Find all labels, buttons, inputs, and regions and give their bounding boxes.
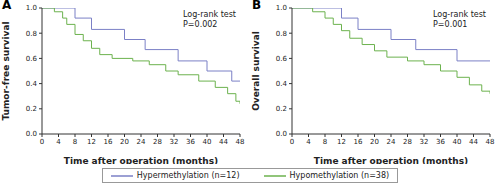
svg-text:0.0: 0.0 bbox=[26, 130, 37, 138]
svg-text:4: 4 bbox=[306, 138, 311, 146]
svg-text:0.8: 0.8 bbox=[26, 30, 37, 38]
svg-text:44: 44 bbox=[219, 138, 228, 146]
svg-text:40: 40 bbox=[453, 138, 462, 146]
svg-text:Tumor-free survival: Tumor-free survival bbox=[8, 21, 11, 120]
svg-text:36: 36 bbox=[186, 138, 195, 146]
svg-text:8: 8 bbox=[73, 138, 77, 146]
svg-text:48: 48 bbox=[486, 138, 492, 146]
svg-text:48: 48 bbox=[236, 138, 245, 146]
html-text:P=0.001: P=0.001 bbox=[433, 20, 468, 29]
svg-text:0: 0 bbox=[290, 138, 294, 146]
svg-text:0.4: 0.4 bbox=[276, 80, 288, 88]
svg-text:36: 36 bbox=[436, 138, 445, 146]
svg-text:24: 24 bbox=[137, 138, 146, 146]
svg-text:1.0: 1.0 bbox=[276, 4, 287, 12]
svg-text:0.0: 0.0 bbox=[276, 130, 287, 138]
svg-text:0.2: 0.2 bbox=[276, 105, 287, 113]
svg-text:16: 16 bbox=[354, 138, 363, 146]
html-text:Hypermethylation (n=12): Hypermethylation (n=12) bbox=[136, 171, 240, 180]
svg-text:40: 40 bbox=[203, 138, 212, 146]
svg-text:20: 20 bbox=[370, 138, 379, 146]
html-text:P=0.002: P=0.002 bbox=[183, 20, 218, 29]
svg-text:12: 12 bbox=[337, 138, 346, 146]
svg-text:28: 28 bbox=[403, 138, 412, 146]
svg-text:8: 8 bbox=[323, 138, 327, 146]
svg-text:28: 28 bbox=[153, 138, 162, 146]
html-text:Hypomethylation (n=38): Hypomethylation (n=38) bbox=[289, 171, 390, 180]
svg-text:32: 32 bbox=[170, 138, 179, 146]
svg-text:12: 12 bbox=[87, 138, 96, 146]
svg-text:0.6: 0.6 bbox=[276, 55, 288, 63]
svg-text:0.8: 0.8 bbox=[276, 30, 287, 38]
svg-text:0.2: 0.2 bbox=[26, 105, 37, 113]
svg-text:Time after operation (months): Time after operation (months) bbox=[64, 156, 218, 164]
svg-text:0: 0 bbox=[40, 138, 44, 146]
svg-text:Overall survival: Overall survival bbox=[251, 31, 261, 111]
html-text:Log-rank test: Log-rank test bbox=[433, 10, 486, 19]
svg-text:0.4: 0.4 bbox=[26, 80, 38, 88]
svg-text:16: 16 bbox=[104, 138, 113, 146]
svg-text:1.0: 1.0 bbox=[26, 4, 37, 12]
svg-text:44: 44 bbox=[469, 138, 478, 146]
svg-text:32: 32 bbox=[420, 138, 429, 146]
svg-text:Time after operation (months): Time after operation (months) bbox=[314, 156, 468, 164]
svg-text:0.6: 0.6 bbox=[26, 55, 38, 63]
svg-text:20: 20 bbox=[120, 138, 129, 146]
html-text:Log-rank test: Log-rank test bbox=[183, 10, 236, 19]
svg-text:24: 24 bbox=[387, 138, 396, 146]
svg-text:4: 4 bbox=[56, 138, 61, 146]
